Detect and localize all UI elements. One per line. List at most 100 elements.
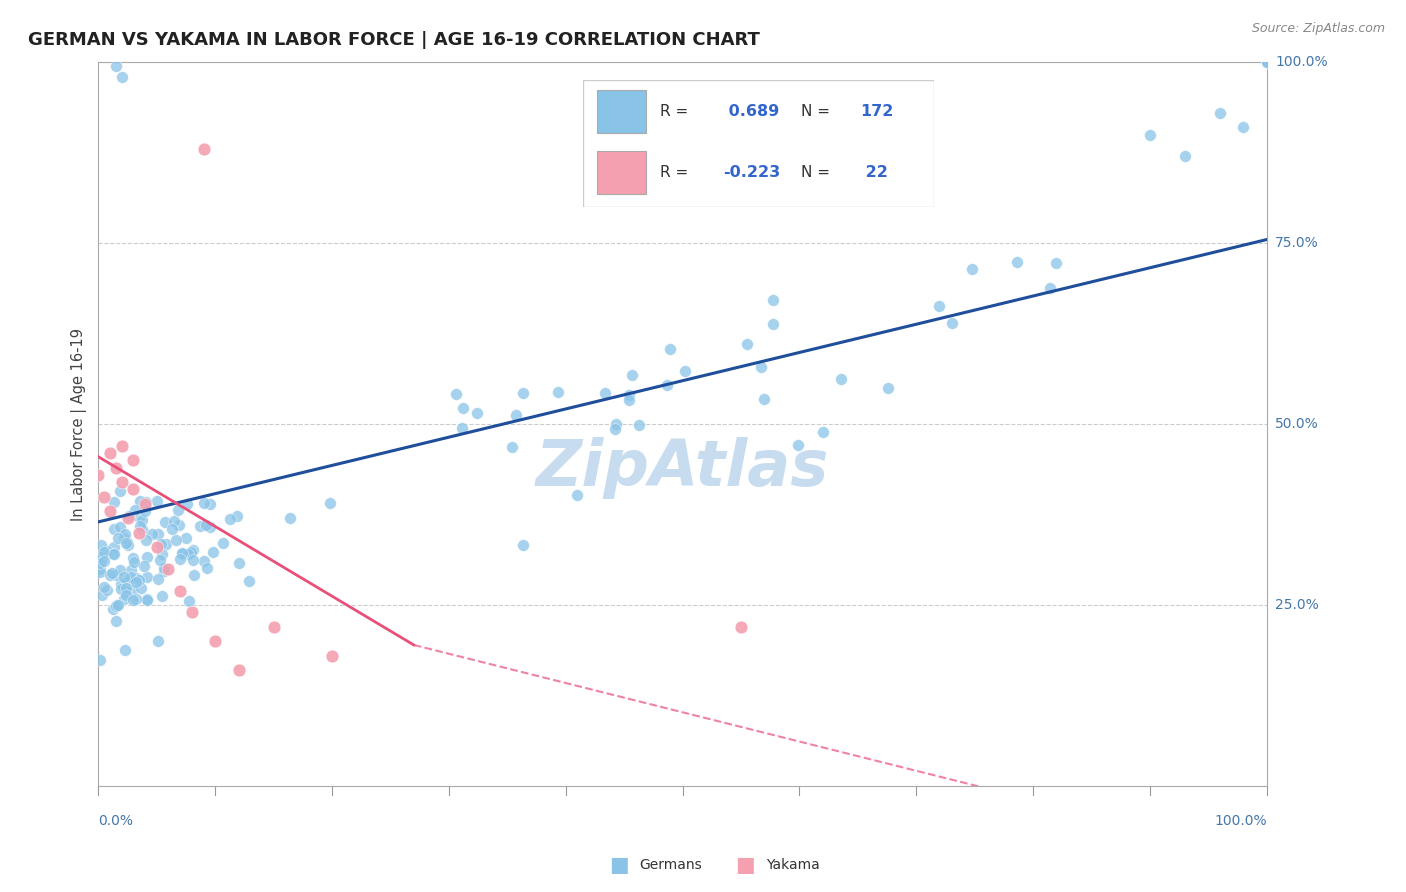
Point — [101, 601, 124, 615]
Point — [152, 547, 174, 561]
Point — [197, 561, 219, 575]
Point — [811, 425, 834, 440]
Point — [177, 594, 200, 608]
Point — [131, 581, 153, 595]
Point — [172, 546, 194, 560]
Point — [321, 648, 343, 663]
Point — [98, 446, 121, 460]
Point — [134, 497, 156, 511]
Point — [89, 556, 111, 570]
Point — [111, 70, 134, 84]
Point — [219, 511, 242, 525]
Point — [112, 532, 135, 546]
Point — [465, 405, 488, 419]
Point — [146, 493, 169, 508]
Point — [114, 526, 136, 541]
Point — [93, 554, 115, 568]
Point — [180, 545, 202, 559]
Point — [157, 562, 180, 576]
Point — [93, 490, 115, 504]
Point — [169, 551, 191, 566]
Point — [628, 417, 651, 432]
Text: 25.0%: 25.0% — [1275, 599, 1319, 612]
Point — [786, 438, 808, 452]
Point — [89, 565, 111, 579]
Point — [146, 540, 169, 554]
Point — [176, 497, 198, 511]
Point — [110, 577, 132, 591]
Point — [90, 588, 112, 602]
Point — [108, 520, 131, 534]
Point — [150, 537, 173, 551]
Point — [128, 573, 150, 587]
Point — [146, 572, 169, 586]
Point — [136, 591, 159, 606]
Point — [114, 581, 136, 595]
Point — [110, 582, 132, 596]
Point — [136, 593, 159, 607]
Point — [318, 496, 340, 510]
Text: GERMAN VS YAKAMA IN LABOR FORCE | AGE 16-19 CORRELATION CHART: GERMAN VS YAKAMA IN LABOR FORCE | AGE 16… — [28, 31, 761, 49]
Point — [110, 483, 132, 498]
Point — [96, 543, 118, 558]
Point — [108, 563, 131, 577]
Point — [107, 598, 129, 612]
Point — [200, 520, 222, 534]
Text: 75.0%: 75.0% — [1275, 236, 1319, 250]
Y-axis label: In Labor Force | Age 16-19: In Labor Force | Age 16-19 — [72, 327, 87, 521]
Point — [104, 599, 127, 613]
Point — [153, 515, 176, 529]
Point — [169, 583, 191, 598]
Point — [962, 262, 984, 277]
Point — [603, 422, 626, 436]
Text: ■: ■ — [735, 855, 755, 875]
Point — [1256, 55, 1278, 70]
Point — [751, 360, 773, 375]
Point — [114, 643, 136, 657]
Point — [181, 543, 204, 558]
Point — [135, 494, 157, 508]
Point — [150, 590, 173, 604]
Point — [103, 523, 125, 537]
Point — [93, 581, 115, 595]
Point — [735, 337, 758, 351]
Point — [107, 531, 129, 545]
Point — [124, 503, 146, 517]
Point — [194, 518, 217, 533]
Point — [512, 538, 534, 552]
Point — [129, 519, 152, 533]
Point — [1256, 55, 1278, 70]
Point — [505, 409, 527, 423]
Text: 50.0%: 50.0% — [1275, 417, 1319, 431]
Point — [238, 574, 260, 588]
Point — [673, 364, 696, 378]
Point — [762, 293, 785, 308]
Point — [621, 368, 644, 382]
Point — [87, 467, 110, 482]
Point — [131, 513, 153, 527]
Point — [129, 494, 152, 508]
Point — [125, 575, 148, 590]
Text: 100.0%: 100.0% — [1215, 814, 1267, 828]
Point — [547, 385, 569, 400]
Point — [100, 566, 122, 580]
Point — [1256, 55, 1278, 70]
Point — [117, 511, 139, 525]
Point — [228, 663, 250, 677]
Point — [202, 545, 225, 559]
Point — [752, 392, 775, 406]
Text: Yakama: Yakama — [766, 858, 820, 872]
Point — [1256, 55, 1278, 70]
Point — [121, 564, 143, 578]
Point — [125, 591, 148, 606]
Point — [450, 421, 472, 435]
Point — [188, 519, 211, 533]
Point — [565, 487, 588, 501]
Point — [112, 570, 135, 584]
Point — [204, 634, 226, 648]
Text: 100.0%: 100.0% — [1275, 55, 1327, 70]
Point — [111, 475, 134, 489]
Point — [114, 588, 136, 602]
Point — [1039, 281, 1062, 295]
Point — [1256, 55, 1278, 70]
